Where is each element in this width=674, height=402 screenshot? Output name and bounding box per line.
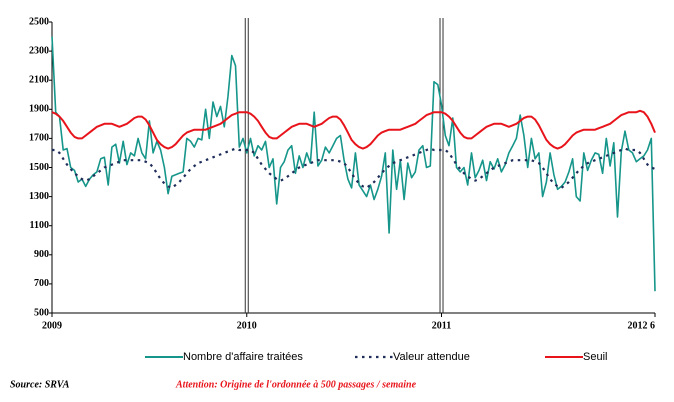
y-tick-label: 700 [34, 278, 49, 289]
x-tick-label: 2010 [237, 320, 257, 331]
source: Source: SRVA [10, 379, 70, 390]
y-tick-label: 1300 [29, 191, 49, 202]
y-tick-label: 2100 [29, 74, 49, 85]
y-tick-label: 900 [34, 249, 49, 260]
y-tick-label: 1500 [29, 162, 49, 173]
y-tick-label: 1900 [29, 104, 49, 115]
x-tick-label: 2012 6 [628, 320, 656, 331]
note: Attention: Origine de l'ordonnée à 500 p… [175, 379, 417, 390]
legend-label: Seuil [583, 351, 607, 363]
legend-label: Nombre d'affaire traitées [183, 351, 303, 363]
x-tick-label: 2011 [432, 320, 451, 331]
series-line [51, 36, 656, 292]
series-line [52, 147, 656, 189]
y-tick-label: 1100 [30, 220, 49, 231]
y-tick-label: 1700 [29, 133, 49, 144]
series-line [51, 109, 656, 150]
x-tick-label: 2009 [42, 320, 62, 331]
y-tick-label: 2500 [29, 16, 49, 27]
y-tick-label: 2300 [29, 45, 49, 56]
y-tick-label: 500 [34, 307, 49, 318]
legend-label: Valeur attendue [393, 351, 470, 363]
